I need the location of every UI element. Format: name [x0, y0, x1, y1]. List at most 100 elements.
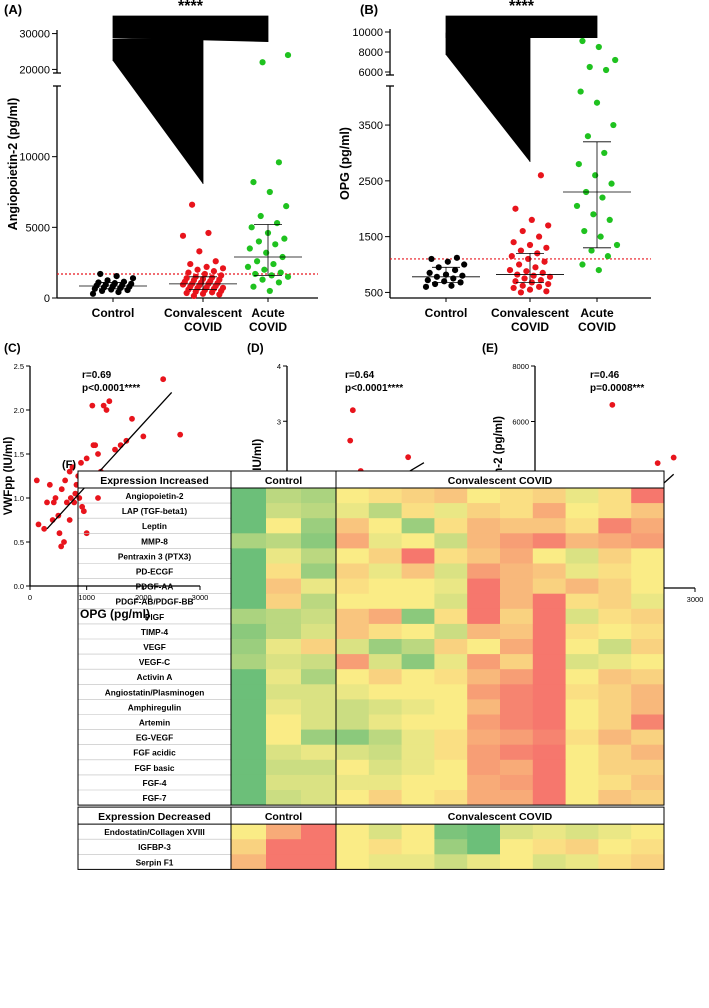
y-tick-label: 2500 — [359, 176, 383, 188]
data-point — [284, 51, 292, 59]
heatmap-cell — [467, 759, 501, 776]
heatmap-cell — [368, 533, 402, 549]
data-point — [196, 248, 203, 255]
heatmap-cell — [467, 729, 501, 746]
heatmap-cell — [368, 824, 402, 840]
heatmap-cell — [231, 699, 267, 715]
data-point — [610, 121, 617, 129]
heatmap-cell — [401, 714, 435, 730]
heatmap-cell — [301, 729, 337, 746]
data-point — [205, 229, 212, 237]
heatmap-cell — [266, 714, 302, 730]
heatmap-cell — [565, 744, 599, 761]
heatmap-cell — [231, 578, 267, 595]
heatmap-cell — [565, 654, 599, 670]
data-point — [545, 222, 552, 229]
y-axis-label: VWFpp (IU/ml) — [3, 437, 15, 516]
data-point — [519, 227, 526, 235]
data-point — [103, 407, 110, 413]
heatmap-cell — [467, 503, 501, 519]
heatmap-cell — [336, 854, 370, 870]
heatmap-cell — [301, 654, 337, 670]
heatmap-cell — [532, 729, 566, 746]
heatmap-cell — [434, 684, 468, 700]
data-point — [528, 216, 535, 223]
heatmap-cell — [565, 608, 599, 625]
heatmap-cell — [598, 744, 632, 761]
heatmap-cell — [231, 759, 267, 776]
data-point — [123, 437, 130, 444]
data-point — [575, 161, 582, 168]
heatmap-cell — [266, 824, 302, 840]
heatmap-cell — [598, 699, 632, 715]
heatmap-cell — [301, 593, 337, 610]
heatmap-cell — [500, 503, 534, 519]
heatmap-cell — [301, 824, 337, 840]
data-point — [79, 503, 86, 510]
data-point — [612, 56, 619, 64]
data-point — [581, 227, 588, 235]
heatmap-row-label: PD-ECGF — [136, 567, 173, 577]
heatmap-cell — [434, 774, 468, 791]
data-point — [539, 269, 546, 276]
heatmap-cell — [532, 608, 566, 625]
data-point — [448, 282, 455, 289]
heatmap-cell — [434, 699, 468, 715]
heatmap-cell — [336, 839, 370, 855]
heatmap-cell — [467, 518, 501, 534]
data-point — [69, 464, 76, 471]
data-point — [129, 275, 137, 282]
data-point — [218, 272, 225, 279]
y-tick-label: 8000 — [512, 362, 529, 371]
heatmap-cell — [565, 759, 599, 776]
heatmap-cell — [401, 488, 435, 504]
y-tick-label: 4 — [277, 362, 281, 371]
heatmap-cell — [266, 699, 302, 715]
data-point — [515, 261, 523, 268]
data-point — [160, 376, 167, 383]
data-point — [595, 267, 602, 274]
heatmap-cell — [598, 548, 632, 564]
x-tick-label: 0 — [28, 593, 32, 602]
heatmap-cell — [434, 654, 468, 670]
data-point — [546, 273, 554, 280]
heatmap-cell — [631, 578, 665, 595]
heatmap-cell — [598, 503, 632, 519]
heatmap-cell — [631, 518, 665, 534]
heatmap-cell — [231, 729, 267, 746]
heatmap-cell — [401, 639, 435, 655]
heatmap-cell — [500, 744, 534, 761]
heatmap-cell — [500, 669, 534, 685]
data-point — [255, 238, 263, 245]
data-point — [52, 495, 59, 501]
data-point — [212, 258, 219, 265]
heatmap-cell — [301, 623, 337, 640]
heatmap-cell — [336, 593, 370, 610]
heatmap-cell — [500, 548, 534, 564]
heatmap-cell — [598, 839, 632, 855]
heatmap-cell — [598, 533, 632, 549]
heatmap-cell — [631, 533, 665, 549]
heatmap-cell — [532, 503, 566, 519]
panel-a-dot-plot: (A) 0 5000 10000 20000 30000 Angiopoietin-2 (p… — [4, 0, 318, 334]
heatmap-cell — [231, 790, 267, 806]
data-point — [89, 402, 96, 409]
heatmap-row-label: FGF acidic — [133, 748, 176, 758]
heatmap-cell — [565, 488, 599, 504]
data-point — [253, 258, 261, 265]
heatmap-cell — [434, 518, 468, 534]
panel-c-correlation-plot: (C) 0 1000 2000 3000 0.0 0.5 1.0 1.5 2.0 2.5 OPG (p… — [3, 341, 208, 621]
heatmap-cell — [565, 854, 599, 870]
y-tick-label: 6000 — [359, 67, 383, 79]
data-point — [606, 216, 613, 223]
data-point — [128, 280, 135, 287]
heatmap-cell — [401, 729, 435, 746]
heatmap-cell — [368, 563, 402, 579]
heatmap-cell — [598, 488, 632, 504]
heatmap-cell — [401, 518, 435, 534]
heatmap-cell — [467, 790, 501, 806]
correlation-r: r=0.69 — [82, 370, 112, 381]
heatmap-cell — [467, 744, 501, 761]
heatmap-cell — [434, 503, 468, 519]
